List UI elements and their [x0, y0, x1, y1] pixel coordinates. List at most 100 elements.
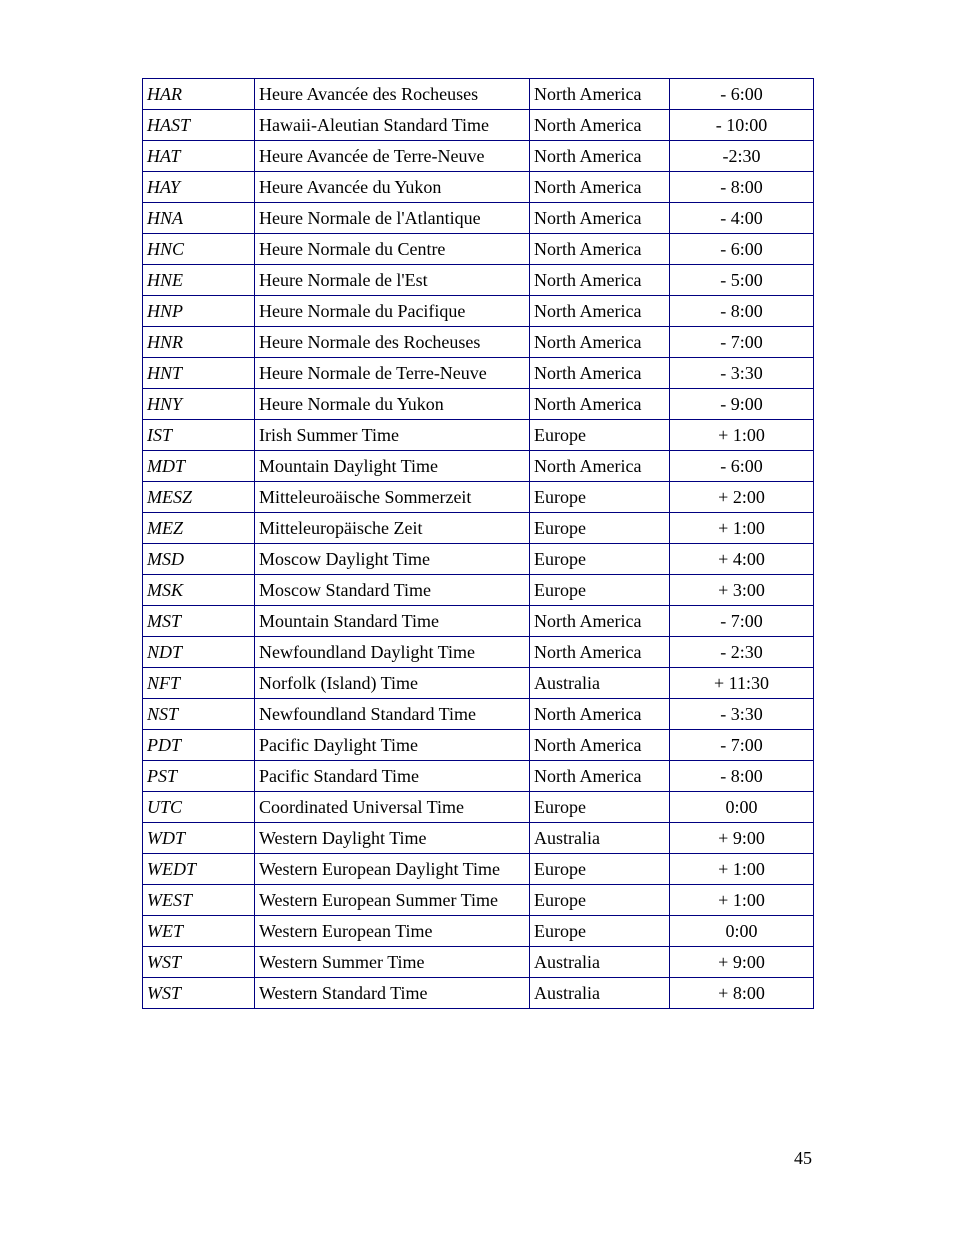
cell-name: Heure Normale de Terre-Neuve	[255, 358, 530, 389]
cell-region: North America	[530, 79, 670, 110]
cell-abbr: HNE	[143, 265, 255, 296]
cell-offset: - 5:00	[670, 265, 814, 296]
cell-abbr: WST	[143, 978, 255, 1009]
cell-abbr: WEST	[143, 885, 255, 916]
cell-region: North America	[530, 265, 670, 296]
cell-abbr: HNC	[143, 234, 255, 265]
cell-abbr: WET	[143, 916, 255, 947]
table-row: HNTHeure Normale de Terre-NeuveNorth Ame…	[143, 358, 814, 389]
cell-region: North America	[530, 637, 670, 668]
cell-offset: + 1:00	[670, 513, 814, 544]
table-row: HASTHawaii-Aleutian Standard TimeNorth A…	[143, 110, 814, 141]
cell-name: Western Daylight Time	[255, 823, 530, 854]
cell-abbr: HNT	[143, 358, 255, 389]
cell-name: Moscow Standard Time	[255, 575, 530, 606]
cell-region: Europe	[530, 854, 670, 885]
cell-abbr: UTC	[143, 792, 255, 823]
cell-name: Mitteleuroäische Sommerzeit	[255, 482, 530, 513]
timezone-table-body: HARHeure Avancée des RocheusesNorth Amer…	[143, 79, 814, 1009]
cell-region: Australia	[530, 823, 670, 854]
cell-abbr: MESZ	[143, 482, 255, 513]
cell-offset: + 1:00	[670, 854, 814, 885]
table-row: WSTWestern Standard TimeAustralia+ 8:00	[143, 978, 814, 1009]
cell-name: Heure Avancée du Yukon	[255, 172, 530, 203]
cell-name: Heure Avancée de Terre-Neuve	[255, 141, 530, 172]
table-row: NSTNewfoundland Standard TimeNorth Ameri…	[143, 699, 814, 730]
cell-name: Coordinated Universal Time	[255, 792, 530, 823]
table-row: MEZMitteleuropäische ZeitEurope+ 1:00	[143, 513, 814, 544]
table-row: WEDTWestern European Daylight TimeEurope…	[143, 854, 814, 885]
cell-name: Newfoundland Daylight Time	[255, 637, 530, 668]
cell-region: Europe	[530, 792, 670, 823]
cell-name: Pacific Standard Time	[255, 761, 530, 792]
cell-name: Heure Normale de l'Est	[255, 265, 530, 296]
cell-offset: - 7:00	[670, 327, 814, 358]
cell-region: North America	[530, 606, 670, 637]
table-row: HAYHeure Avancée du YukonNorth America- …	[143, 172, 814, 203]
table-row: WDTWestern Daylight TimeAustralia+ 9:00	[143, 823, 814, 854]
cell-name: Mountain Standard Time	[255, 606, 530, 637]
cell-abbr: MDT	[143, 451, 255, 482]
cell-region: Europe	[530, 575, 670, 606]
cell-region: Europe	[530, 482, 670, 513]
table-row: ISTIrish Summer TimeEurope+ 1:00	[143, 420, 814, 451]
cell-offset: - 6:00	[670, 451, 814, 482]
table-row: MSKMoscow Standard TimeEurope+ 3:00	[143, 575, 814, 606]
cell-offset: - 2:30	[670, 637, 814, 668]
cell-offset: + 3:00	[670, 575, 814, 606]
cell-offset: - 8:00	[670, 761, 814, 792]
table-row: WETWestern European TimeEurope0:00	[143, 916, 814, 947]
timezone-table: HARHeure Avancée des RocheusesNorth Amer…	[142, 78, 814, 1009]
cell-name: Mountain Daylight Time	[255, 451, 530, 482]
cell-abbr: MEZ	[143, 513, 255, 544]
cell-abbr: HNY	[143, 389, 255, 420]
cell-region: Australia	[530, 947, 670, 978]
cell-name: Western Summer Time	[255, 947, 530, 978]
cell-name: Pacific Daylight Time	[255, 730, 530, 761]
cell-name: Heure Normale du Pacifique	[255, 296, 530, 327]
table-row: WSTWestern Summer TimeAustralia+ 9:00	[143, 947, 814, 978]
cell-offset: 0:00	[670, 916, 814, 947]
table-row: HNYHeure Normale du YukonNorth America- …	[143, 389, 814, 420]
cell-offset: - 8:00	[670, 172, 814, 203]
cell-offset: - 6:00	[670, 234, 814, 265]
cell-abbr: MSD	[143, 544, 255, 575]
cell-name: Heure Normale du Centre	[255, 234, 530, 265]
cell-abbr: NDT	[143, 637, 255, 668]
cell-abbr: PST	[143, 761, 255, 792]
page-number: 45	[794, 1148, 812, 1169]
cell-abbr: WST	[143, 947, 255, 978]
cell-abbr: WEDT	[143, 854, 255, 885]
cell-name: Norfolk (Island) Time	[255, 668, 530, 699]
cell-name: Western Standard Time	[255, 978, 530, 1009]
cell-region: North America	[530, 203, 670, 234]
cell-offset: - 8:00	[670, 296, 814, 327]
cell-region: Europe	[530, 513, 670, 544]
cell-region: North America	[530, 451, 670, 482]
cell-abbr: HNP	[143, 296, 255, 327]
cell-region: North America	[530, 761, 670, 792]
cell-offset: - 7:00	[670, 606, 814, 637]
cell-offset: -2:30	[670, 141, 814, 172]
cell-name: Heure Avancée des Rocheuses	[255, 79, 530, 110]
cell-region: Europe	[530, 544, 670, 575]
cell-abbr: WDT	[143, 823, 255, 854]
cell-abbr: HNA	[143, 203, 255, 234]
cell-name: Heure Normale du Yukon	[255, 389, 530, 420]
cell-abbr: NFT	[143, 668, 255, 699]
cell-offset: + 11:30	[670, 668, 814, 699]
cell-region: Europe	[530, 916, 670, 947]
cell-region: Europe	[530, 420, 670, 451]
cell-abbr: MSK	[143, 575, 255, 606]
cell-offset: - 9:00	[670, 389, 814, 420]
table-row: MESZMitteleuroäische SommerzeitEurope+ 2…	[143, 482, 814, 513]
table-row: HNEHeure Normale de l'EstNorth America- …	[143, 265, 814, 296]
cell-offset: + 1:00	[670, 885, 814, 916]
table-row: UTCCoordinated Universal TimeEurope0:00	[143, 792, 814, 823]
cell-region: North America	[530, 389, 670, 420]
cell-offset: 0:00	[670, 792, 814, 823]
cell-name: Heure Normale des Rocheuses	[255, 327, 530, 358]
cell-name: Hawaii-Aleutian Standard Time	[255, 110, 530, 141]
cell-region: North America	[530, 110, 670, 141]
table-row: HNRHeure Normale des RocheusesNorth Amer…	[143, 327, 814, 358]
